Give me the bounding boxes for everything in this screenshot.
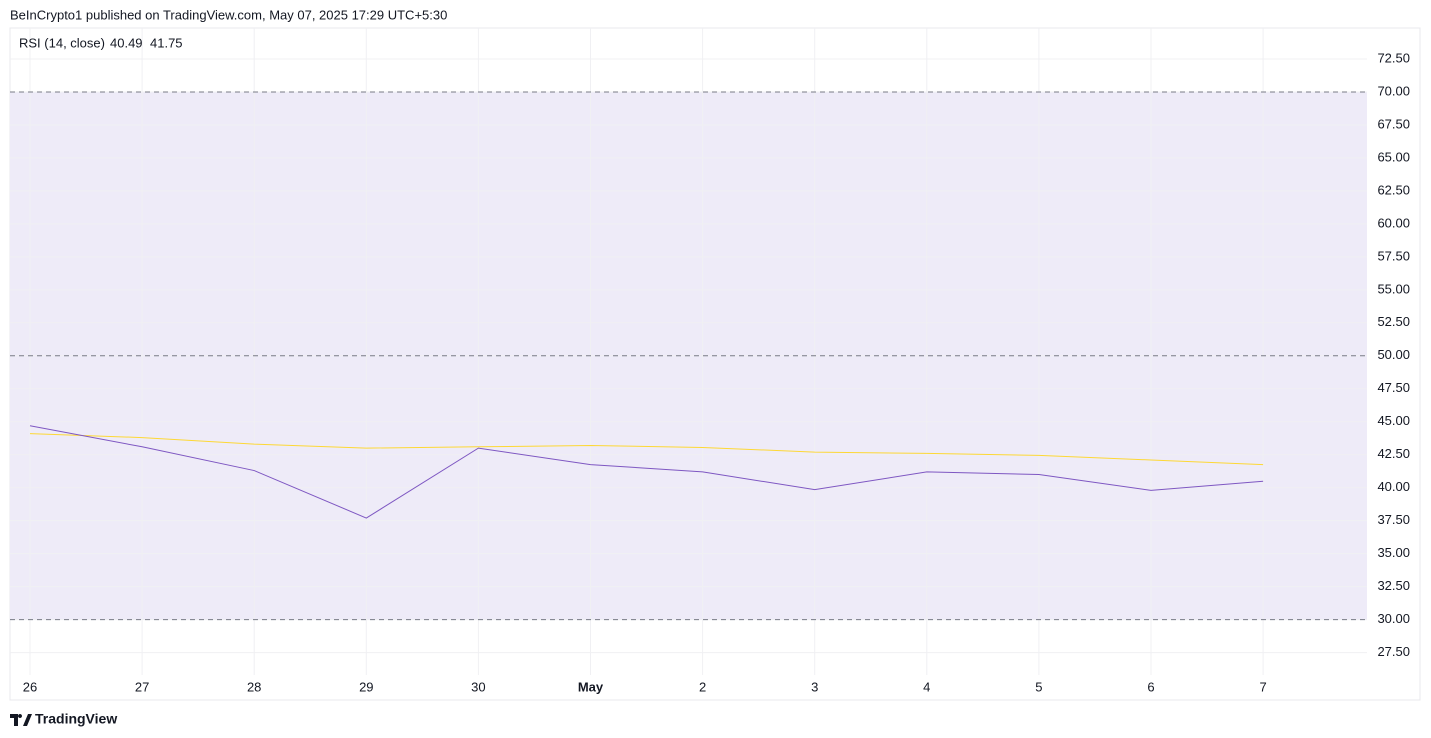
series-line: [29, 433, 1264, 466]
header: BeInCrypto1 published on TradingView.com…: [10, 7, 447, 22]
y-tick-label: 72.50: [1377, 50, 1410, 65]
x-tick-label: 4: [923, 679, 930, 694]
x-tick-label: 3: [811, 679, 818, 694]
y-tick-label: 67.50: [1377, 116, 1410, 131]
legend: RSI (14, close) 40.49 41.75: [19, 35, 183, 50]
y-tick-label: 65.00: [1377, 149, 1410, 164]
x-tick-label: 5: [1035, 679, 1042, 694]
y-tick-label: 32.50: [1377, 578, 1410, 593]
y-tick-label: 55.00: [1377, 281, 1410, 296]
x-tick-label: 26: [23, 679, 37, 694]
y-tick-label: 47.50: [1377, 380, 1410, 395]
y-tick-label: 60.00: [1377, 215, 1410, 230]
y-tick-label: 57.50: [1377, 248, 1410, 263]
x-tick-label: 7: [1259, 679, 1266, 694]
x-tick-label: May: [578, 679, 604, 694]
y-tick-label: 52.50: [1377, 314, 1410, 329]
footer: TradingView: [35, 711, 117, 727]
x-tick-label: 2: [699, 679, 706, 694]
x-tick-label: 6: [1147, 679, 1154, 694]
x-tick-label: 28: [247, 679, 261, 694]
y-tick-label: 42.50: [1377, 446, 1410, 461]
y-tick-label: 50.00: [1377, 347, 1410, 362]
logo-icon: [10, 714, 32, 726]
y-tick-label: 35.00: [1377, 545, 1410, 560]
x-tick-label: 30: [471, 679, 485, 694]
logo: TradingView: [10, 711, 117, 727]
legend-label: RSI (14, close): [19, 35, 105, 50]
series-line: [29, 425, 1264, 519]
y-tick-label: 30.00: [1377, 611, 1410, 626]
x-tick-label: 27: [135, 679, 149, 694]
legend-value: 41.75: [150, 35, 183, 50]
y-tick-label: 62.50: [1377, 182, 1410, 197]
y-tick-label: 45.00: [1377, 413, 1410, 428]
x-tick-label: 29: [359, 679, 373, 694]
y-tick-label: 40.00: [1377, 479, 1410, 494]
y-tick-label: 70.00: [1377, 83, 1410, 98]
legend-value: 40.49: [110, 35, 143, 50]
y-tick-label: 37.50: [1377, 512, 1410, 527]
plot-area: 27.50 30.00 32.50 35.00 37.50 40.00 42.50 45.00…: [10, 28, 1410, 694]
y-tick-label: 27.50: [1377, 644, 1410, 659]
